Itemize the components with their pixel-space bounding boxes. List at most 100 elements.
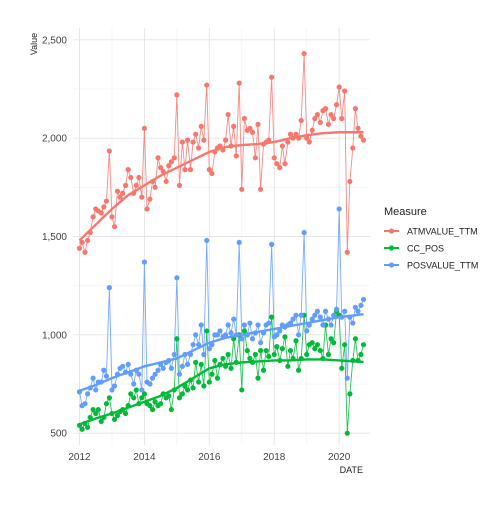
- data-point-posvalue-ttm: [236, 239, 242, 246]
- data-point-cc-pos: [212, 357, 218, 364]
- data-point-cc-pos: [85, 424, 91, 430]
- data-point-atmvalue-ttm: [239, 186, 245, 192]
- data-point-posvalue-ttm: [360, 296, 367, 303]
- y-tick-label: 500: [50, 429, 67, 440]
- data-point-atmvalue-ttm: [101, 204, 107, 210]
- data-point-cc-pos: [106, 395, 112, 401]
- trend-lines: [78, 131, 364, 426]
- data-point-posvalue-ttm: [147, 381, 153, 387]
- data-point-cc-pos: [328, 336, 334, 342]
- data-point-posvalue-ttm: [336, 206, 342, 212]
- data-point-posvalue-ttm: [312, 312, 318, 318]
- data-point-posvalue-ttm: [85, 391, 91, 397]
- data-point-atmvalue-ttm: [128, 174, 134, 181]
- data-point-cc-pos: [201, 383, 207, 389]
- data-point-cc-pos: [79, 426, 85, 432]
- data-point-atmvalue-ttm: [155, 155, 161, 161]
- trend-line-posvalue-ttm: [79, 313, 364, 393]
- data-point-cc-pos: [179, 391, 185, 397]
- data-point-atmvalue-ttm: [193, 131, 199, 137]
- data-point-atmvalue-ttm: [171, 155, 177, 161]
- data-point-posvalue-ttm: [247, 320, 253, 326]
- legend-key-point: [388, 262, 395, 268]
- data-point-cc-pos: [128, 391, 134, 397]
- data-point-atmvalue-ttm: [331, 115, 337, 122]
- data-point-cc-pos: [263, 347, 269, 354]
- data-point-posvalue-ttm: [355, 308, 361, 314]
- data-point-atmvalue-ttm: [282, 161, 288, 167]
- data-point-posvalue-ttm: [295, 332, 302, 338]
- data-point-atmvalue-ttm: [198, 123, 204, 129]
- data-point-posvalue-ttm: [314, 308, 321, 314]
- data-point-atmvalue-ttm: [274, 161, 280, 167]
- data-point-posvalue-ttm: [103, 373, 110, 379]
- data-point-cc-pos: [174, 336, 180, 342]
- data-point-posvalue-ttm: [290, 316, 296, 322]
- data-point-posvalue-ttm: [225, 322, 231, 328]
- y-tick-label: 1,000: [42, 330, 67, 341]
- data-point-posvalue-ttm: [231, 316, 237, 322]
- data-point-posvalue-ttm: [179, 363, 185, 369]
- data-point-posvalue-ttm: [342, 308, 348, 314]
- data-point-posvalue-ttm: [149, 375, 156, 381]
- data-point-cc-pos: [358, 351, 364, 358]
- x-tick-label: 2020: [328, 452, 351, 463]
- data-point-atmvalue-ttm: [114, 188, 121, 194]
- data-point-posvalue-ttm: [217, 328, 223, 334]
- data-point-posvalue-ttm: [352, 304, 358, 310]
- x-tick-label: 2016: [198, 452, 221, 463]
- data-point-posvalue-ttm: [298, 312, 304, 318]
- data-point-posvalue-ttm: [201, 351, 207, 358]
- data-point-posvalue-ttm: [93, 387, 99, 393]
- data-point-atmvalue-ttm: [141, 125, 148, 131]
- y-axis-ticks: 500 1,000 1,500 2,000 2,500: [42, 35, 67, 439]
- data-point-atmvalue-ttm: [328, 111, 334, 118]
- data-point-atmvalue-ttm: [79, 239, 85, 246]
- data-point-atmvalue-ttm: [166, 163, 172, 169]
- data-point-atmvalue-ttm: [306, 139, 312, 145]
- data-point-atmvalue-ttm: [222, 137, 229, 143]
- data-point-atmvalue-ttm: [277, 165, 283, 171]
- data-point-atmvalue-ttm: [196, 145, 202, 151]
- data-point-posvalue-ttm: [82, 401, 88, 407]
- legend-key-point: [388, 228, 395, 234]
- data-point-atmvalue-ttm: [314, 111, 321, 118]
- data-point-cc-pos: [176, 395, 183, 401]
- data-point-cc-pos: [325, 351, 332, 358]
- data-point-atmvalue-ttm: [147, 196, 153, 202]
- data-point-cc-pos: [103, 401, 110, 407]
- data-point-cc-pos: [258, 347, 264, 354]
- data-point-cc-pos: [196, 379, 202, 385]
- data-point-atmvalue-ttm: [176, 182, 183, 188]
- data-point-cc-pos: [131, 395, 137, 401]
- data-point-posvalue-ttm: [141, 259, 148, 265]
- data-point-cc-pos: [220, 355, 226, 362]
- legend-label: ATMVALUE_TTM: [407, 226, 478, 236]
- y-tick-label: 2,000: [42, 134, 67, 145]
- data-point-posvalue-ttm: [155, 367, 161, 373]
- data-point-atmvalue-ttm: [247, 125, 253, 131]
- data-point-atmvalue-ttm: [103, 198, 110, 204]
- data-point-atmvalue-ttm: [252, 155, 259, 161]
- data-point-atmvalue-ttm: [344, 249, 350, 255]
- data-point-posvalue-ttm: [317, 314, 323, 320]
- data-point-posvalue-ttm: [131, 381, 137, 387]
- data-point-atmvalue-ttm: [317, 119, 323, 126]
- data-point-cc-pos: [206, 379, 212, 385]
- data-point-posvalue-ttm: [136, 371, 142, 377]
- data-point-posvalue-ttm: [111, 383, 118, 389]
- data-point-cc-pos: [252, 351, 259, 358]
- data-point-cc-pos: [90, 406, 96, 413]
- data-point-atmvalue-ttm: [258, 186, 264, 192]
- data-point-cc-pos: [347, 391, 353, 397]
- data-point-atmvalue-ttm: [82, 249, 88, 255]
- data-point-atmvalue-ttm: [158, 165, 164, 171]
- legend-item-posvalue-ttm: POSVALUE_TTM: [384, 260, 478, 270]
- data-point-atmvalue-ttm: [241, 115, 247, 122]
- data-point-atmvalue-ttm: [209, 170, 215, 177]
- data-point-cc-pos: [209, 371, 215, 377]
- data-point-posvalue-ttm: [174, 275, 180, 281]
- data-point-posvalue-ttm: [350, 320, 356, 326]
- data-point-posvalue-ttm: [269, 241, 275, 247]
